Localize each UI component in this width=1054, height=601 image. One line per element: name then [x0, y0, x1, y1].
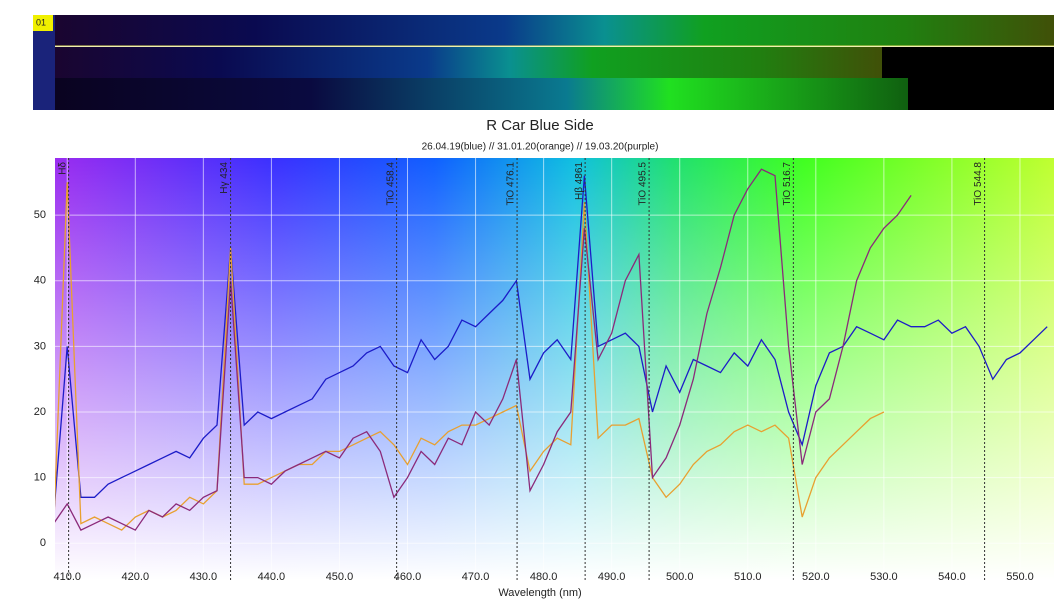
y-tick-label: 30 [34, 340, 46, 352]
strip-label: 01 [36, 17, 46, 27]
plot-area: Hδ Hγ 434 TiO 458.4 TiO 476.1 Hβ 4861 TiO 495… [55, 158, 1054, 580]
chart-subtitle: 26.04.19(blue) // 31.01.20(orange) // 19… [422, 142, 659, 153]
series-line [55, 175, 1048, 508]
y-tick-label: 10 [34, 472, 46, 484]
annotation-label: Hγ 434 [219, 162, 230, 194]
x-tick-label: 410.0 [53, 571, 81, 583]
x-tick-label: 490.0 [598, 571, 626, 583]
annotation-label: TiO 458.4 [385, 162, 396, 206]
x-tick-label: 470.0 [462, 571, 490, 583]
y-tick-label: 0 [40, 537, 46, 549]
x-tick-label: 550.0 [1006, 571, 1034, 583]
series-line [55, 168, 912, 531]
plot-fade [55, 158, 1054, 580]
x-tick-label: 520.0 [802, 571, 830, 583]
strip-empty [908, 78, 1054, 110]
annotation-label: TiO 516.7 [782, 162, 793, 206]
annotation-label: Hδ [57, 162, 68, 175]
annotation-label: TiO 476.1 [506, 162, 517, 206]
spectrum-strip [55, 78, 908, 110]
x-tick-label: 430.0 [190, 571, 218, 583]
x-tick-label: 530.0 [870, 571, 898, 583]
x-tick-label: 480.0 [530, 571, 558, 583]
x-tick-label: 450.0 [326, 571, 354, 583]
y-tick-label: 20 [34, 406, 46, 418]
x-tick-label: 500.0 [666, 571, 694, 583]
y-tick-label: 40 [34, 275, 46, 287]
annotation-label: TiO 544.8 [973, 162, 984, 206]
strip-badge [33, 15, 53, 31]
spectrum-strip [55, 15, 1054, 46]
strip-empty [882, 47, 1054, 78]
spectrum-strip [55, 47, 882, 78]
x-tick-label: 540.0 [938, 571, 966, 583]
y-tick-label: 50 [34, 209, 46, 221]
x-tick-label: 420.0 [122, 571, 150, 583]
series-line [55, 182, 885, 531]
strip-side [33, 15, 55, 110]
annotation-label: TiO 495.5 [638, 162, 649, 206]
annotation-label: Hβ 4861 [574, 162, 585, 200]
x-tick-label: 510.0 [734, 571, 762, 583]
x-tick-label: 440.0 [258, 571, 286, 583]
chart-title: R Car Blue Side [486, 117, 594, 134]
x-tick-label: 460.0 [394, 571, 422, 583]
x-axis-title: Wavelength (nm) [498, 587, 581, 599]
